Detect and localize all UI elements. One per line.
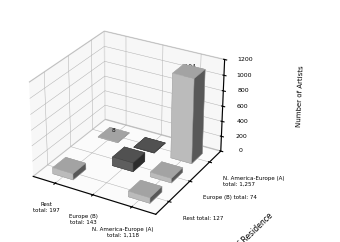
Y-axis label: Place of Residence: Place of Residence <box>217 211 274 242</box>
